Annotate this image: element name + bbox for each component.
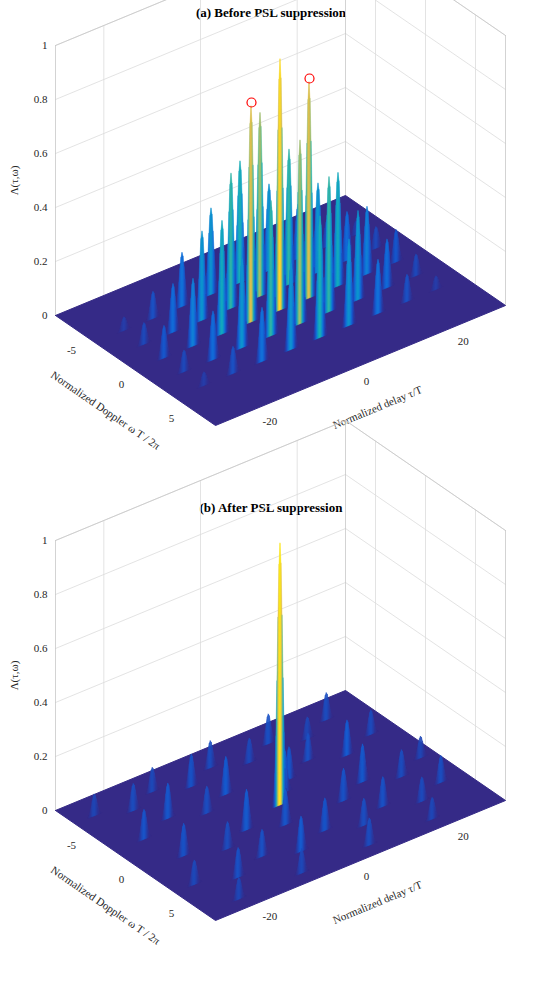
svg-text:0: 0 <box>119 873 125 885</box>
svg-text:Normalized delay τ/T: Normalized delay τ/T <box>331 878 424 926</box>
svg-text:-5: -5 <box>67 344 77 356</box>
svg-text:0.6: 0.6 <box>34 642 48 654</box>
svg-text:0: 0 <box>42 309 48 321</box>
svg-text:0.6: 0.6 <box>34 147 48 159</box>
svg-text:0.8: 0.8 <box>34 588 48 600</box>
svg-text:1: 1 <box>42 534 48 546</box>
svg-text:1: 1 <box>42 39 48 51</box>
svg-text:-20: -20 <box>262 910 277 922</box>
svg-text:Normalized Doppler ω T / 2π: Normalized Doppler ω T / 2π <box>49 368 163 452</box>
svg-text:0.2: 0.2 <box>34 255 48 267</box>
svg-text:0: 0 <box>364 375 370 387</box>
svg-text:Normalized delay τ/T: Normalized delay τ/T <box>331 383 424 431</box>
svg-text:0.8: 0.8 <box>34 93 48 105</box>
svg-text:0.4: 0.4 <box>34 201 48 213</box>
svg-text:-20: -20 <box>262 415 277 427</box>
svg-text:Λ(τ,ω): Λ(τ,ω) <box>8 165 21 195</box>
html-text:(a) Before PSL suppression: (a) Before PSL suppression <box>195 5 347 20</box>
svg-text:5: 5 <box>169 907 175 919</box>
svg-text:Normalized Doppler ω T / 2π: Normalized Doppler ω T / 2π <box>49 863 163 947</box>
svg-text:0.4: 0.4 <box>34 696 48 708</box>
html-text:(b) After PSL suppression: (b) After PSL suppression <box>199 500 343 515</box>
svg-text:0: 0 <box>364 870 370 882</box>
svg-text:0: 0 <box>42 804 48 816</box>
svg-text:0: 0 <box>119 378 125 390</box>
svg-text:20: 20 <box>458 830 470 842</box>
svg-text:Λ(τ,ω): Λ(τ,ω) <box>8 660 21 690</box>
svg-text:20: 20 <box>458 335 470 347</box>
svg-text:-5: -5 <box>67 839 77 851</box>
svg-text:0.2: 0.2 <box>34 750 48 762</box>
svg-text:5: 5 <box>169 412 175 424</box>
